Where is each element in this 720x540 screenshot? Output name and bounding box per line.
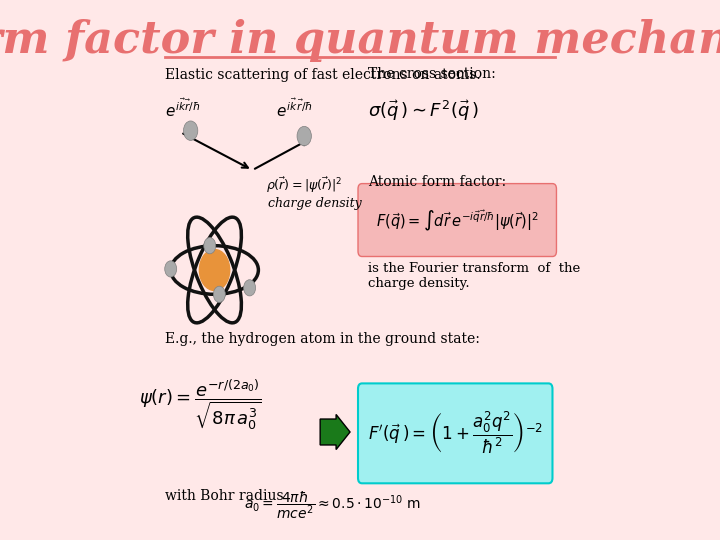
Text: The cross section:: The cross section:	[368, 68, 496, 82]
Text: is the Fourier transform  of  the
charge density.: is the Fourier transform of the charge d…	[368, 262, 580, 290]
Circle shape	[213, 286, 225, 302]
Text: $\sigma(\vec{q}\,) \sim F^2(\vec{q}\,)$: $\sigma(\vec{q}\,) \sim F^2(\vec{q}\,)$	[368, 99, 479, 123]
Text: Atomic form factor:: Atomic form factor:	[368, 176, 506, 190]
Text: Form factor in quantum mechanics: Form factor in quantum mechanics	[0, 19, 720, 62]
Text: with Bohr radius: with Bohr radius	[165, 489, 284, 503]
Circle shape	[297, 126, 311, 146]
Text: $\psi(r) = \dfrac{e^{-r/(2a_0)}}{\sqrt{8\pi\, a_0^3}}$: $\psi(r) = \dfrac{e^{-r/(2a_0)}}{\sqrt{8…	[139, 378, 262, 433]
Text: $F(\vec{q}) = \int d\vec{r}\, e^{-i\vec{q}\vec{r}/\hbar}|\psi(\vec{r})|^2$: $F(\vec{q}) = \int d\vec{r}\, e^{-i\vec{…	[376, 208, 539, 233]
FancyBboxPatch shape	[358, 184, 557, 256]
Text: $e^{i\vec{k}\vec{r}/\hbar}$: $e^{i\vec{k}\vec{r}/\hbar}$	[165, 97, 200, 119]
FancyArrow shape	[320, 415, 350, 449]
Text: $\rho(\vec{r}) = |\psi(\vec{r})|^2$: $\rho(\vec{r}) = |\psi(\vec{r})|^2$	[266, 176, 343, 195]
Text: $e^{i\vec{k}\,\vec{r}/\hbar}$: $e^{i\vec{k}\,\vec{r}/\hbar}$	[276, 97, 313, 119]
Circle shape	[199, 249, 230, 291]
Text: Elastic scattering of fast electrons on atoms.: Elastic scattering of fast electrons on …	[165, 68, 480, 82]
Circle shape	[204, 238, 216, 254]
Circle shape	[184, 121, 198, 140]
FancyBboxPatch shape	[358, 383, 552, 483]
Text: charge density: charge density	[269, 197, 362, 210]
Text: $a_0 = \dfrac{4\pi\hbar}{m c e^2} \approx 0.5 \cdot 10^{-10}\ \mathrm{m}$: $a_0 = \dfrac{4\pi\hbar}{m c e^2} \appro…	[244, 489, 422, 521]
Circle shape	[243, 280, 256, 296]
Circle shape	[165, 261, 176, 277]
Text: E.g., the hydrogen atom in the ground state:: E.g., the hydrogen atom in the ground st…	[165, 332, 480, 346]
Text: $F'(\vec{q}\,) = \left(1 + \dfrac{a_0^2 q^2}{\hbar^2}\right)^{-2}$: $F'(\vec{q}\,) = \left(1 + \dfrac{a_0^2 …	[368, 410, 543, 456]
